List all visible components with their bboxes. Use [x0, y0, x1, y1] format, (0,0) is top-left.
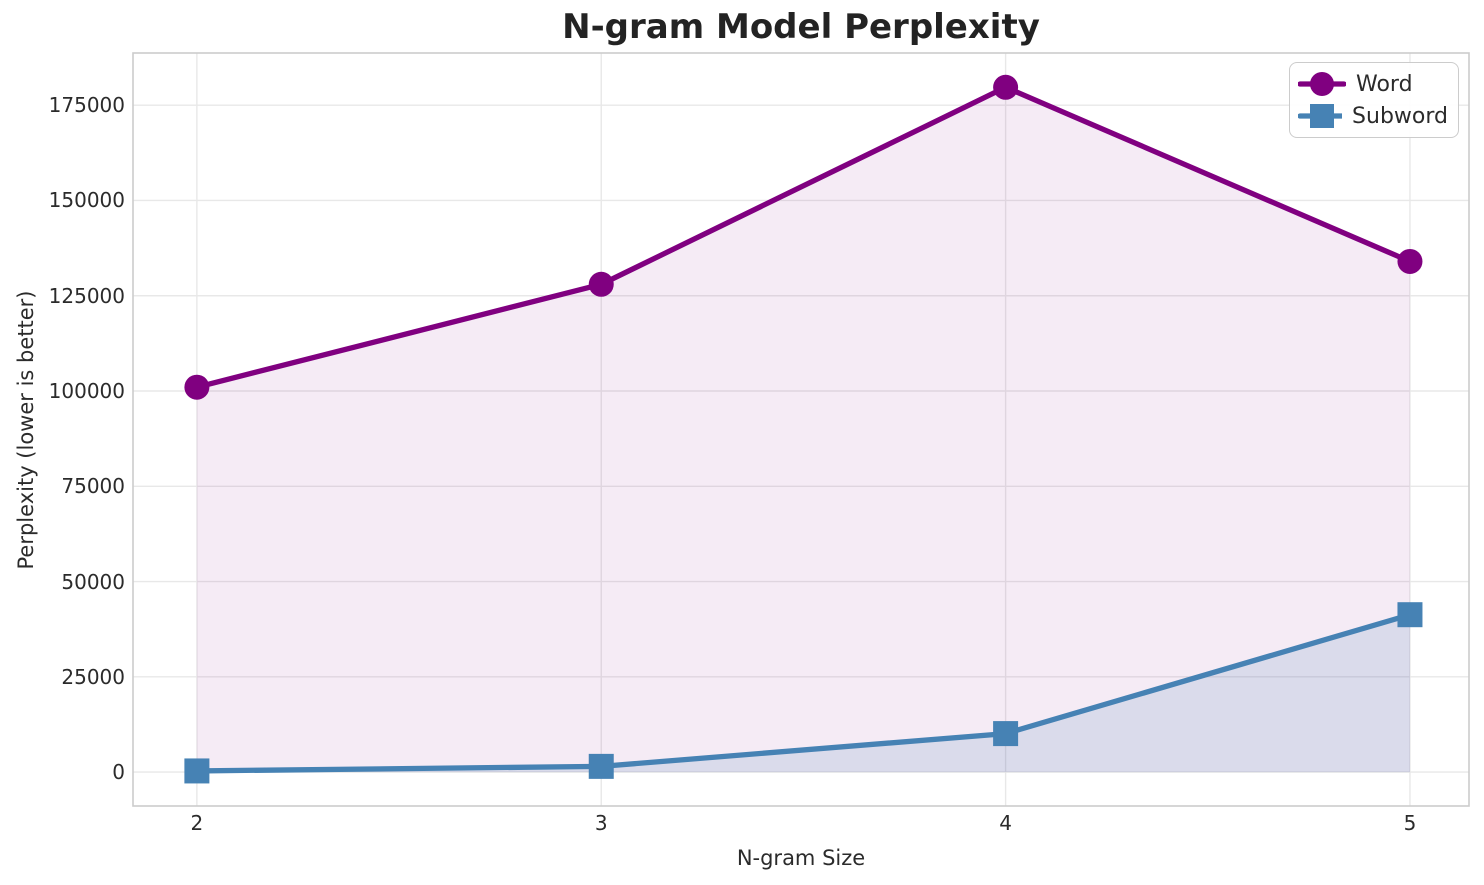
- chart-title: N-gram Model Perplexity: [562, 7, 1040, 47]
- word-area-fill: [196, 87, 1410, 773]
- y-tick-label: 0: [112, 760, 125, 785]
- legend: Word Subword: [1289, 62, 1459, 138]
- x-tick-label: 4: [999, 811, 1012, 835]
- y-tick-label: 50000: [61, 569, 125, 594]
- y-tick-label: 75000: [61, 474, 125, 499]
- legend-item-subword: Subword: [1298, 100, 1448, 132]
- legend-label: Word: [1356, 71, 1413, 97]
- word-data-marker: [993, 74, 1019, 100]
- subword-legend-marker-icon: [1298, 104, 1343, 128]
- x-tick-label: 5: [1403, 811, 1417, 835]
- word-data-marker: [1397, 248, 1423, 274]
- x-tick-label: 2: [190, 811, 204, 835]
- subword-area-fill: [196, 614, 1410, 773]
- subword-data-marker: [184, 758, 210, 784]
- y-tick-label: 25000: [61, 664, 125, 689]
- x-axis-label: N-gram Size: [736, 846, 866, 870]
- subword-series-line: [194, 612, 1413, 774]
- word-legend-marker-icon: [1298, 72, 1346, 96]
- x-tick-label: 3: [594, 811, 608, 835]
- y-tick-label: 175000: [48, 93, 125, 118]
- subword-data-marker: [588, 753, 614, 779]
- y-tick-label: 100000: [48, 379, 125, 403]
- legend-item-word: Word: [1298, 68, 1448, 100]
- word-data-marker: [588, 271, 614, 297]
- subword-data-marker: [1397, 602, 1423, 628]
- legend-label: Subword: [1352, 103, 1448, 129]
- plot-background: [133, 53, 1469, 806]
- y-tick-label: 150000: [48, 188, 125, 213]
- word-data-marker: [184, 374, 210, 400]
- y-axis-label: Perplexity (lower is better): [14, 290, 38, 570]
- y-tick-label: 125000: [48, 283, 125, 308]
- plot-border: [132, 52, 1470, 807]
- word-series-line: [194, 84, 1413, 390]
- subword-data-marker: [993, 721, 1019, 747]
